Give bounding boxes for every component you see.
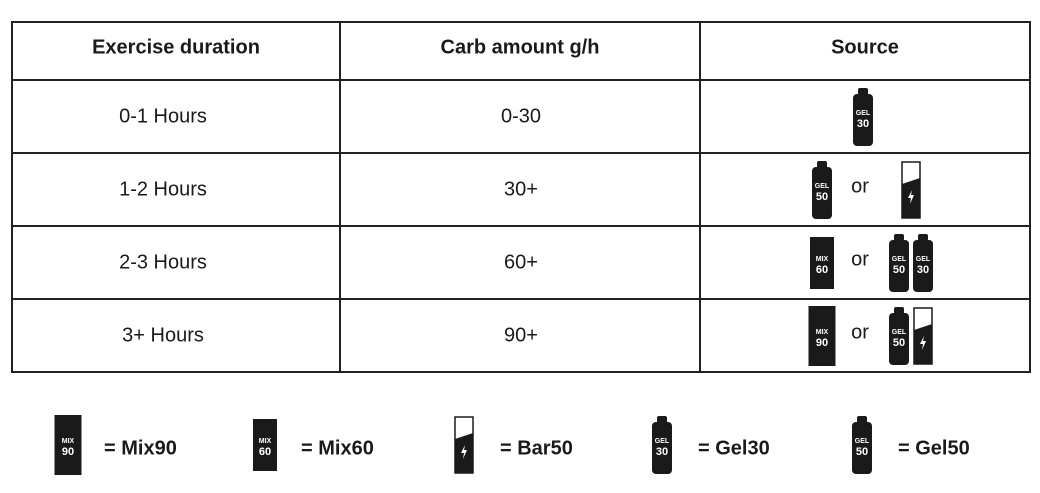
bottle-cap: [857, 416, 867, 423]
product-icon: [901, 161, 921, 219]
icon-number: 60: [816, 264, 828, 276]
icon-brand: GEL: [916, 256, 931, 263]
bottle-body: [913, 240, 933, 292]
bolt: [461, 445, 467, 459]
bottle-body: [889, 240, 909, 292]
icon-brand: MIX: [816, 256, 829, 263]
bottle-body: [853, 94, 873, 146]
legend-label: = Bar50: [500, 437, 573, 459]
icon-brand: GEL: [892, 329, 907, 336]
icon-brand: MIX: [259, 438, 272, 445]
icon-number: 50: [816, 191, 828, 203]
bolt: [920, 336, 926, 350]
box-body: [810, 237, 834, 289]
legend-label: = Gel30: [698, 437, 770, 459]
header-cell: Exercise duration: [92, 36, 260, 58]
legend-label: = Mix90: [104, 437, 177, 459]
duration-cell: 0-1 Hours: [119, 105, 207, 127]
bottle-cap: [657, 416, 667, 423]
carb-cell: 60+: [504, 251, 538, 273]
table-border: [11, 21, 1031, 373]
bottle-cap: [918, 234, 928, 241]
box-body: [253, 419, 277, 471]
bottle-cap: [894, 307, 904, 314]
legend-label: = Gel50: [898, 437, 970, 459]
icon-number: 60: [259, 446, 271, 458]
bottle-body: [852, 422, 872, 474]
duration-cell: 2-3 Hours: [119, 251, 207, 273]
or-text: or: [851, 175, 869, 197]
product-icon: [454, 416, 474, 474]
icon-number: 50: [856, 446, 868, 458]
icon-number: 90: [816, 337, 828, 349]
bottle-body: [889, 313, 909, 365]
product-icon: [913, 307, 933, 365]
carb-cell: 90+: [504, 324, 538, 346]
carb-cell: 30+: [504, 178, 538, 200]
bottle-cap: [858, 88, 868, 95]
duration-cell: 3+ Hours: [122, 324, 204, 346]
icon-number: 90: [62, 446, 74, 458]
or-text: or: [851, 321, 869, 343]
bottle-body: [812, 167, 832, 219]
icon-brand: GEL: [655, 438, 670, 445]
legend-label: = Mix60: [301, 437, 374, 459]
icon-number: 30: [917, 264, 929, 276]
icon-number: 50: [893, 337, 905, 349]
icon-brand: MIX: [62, 438, 75, 445]
carb-cell: 0-30: [501, 105, 541, 127]
bottle-body: [652, 422, 672, 474]
duration-cell: 1-2 Hours: [119, 178, 207, 200]
bottle-cap: [817, 161, 827, 168]
icon-brand: GEL: [856, 110, 871, 117]
icon-brand: GEL: [815, 183, 830, 190]
bottle-cap: [894, 234, 904, 241]
icon-brand: MIX: [816, 329, 829, 336]
header-cell: Carb amount g/h: [441, 36, 600, 58]
icon-brand: GEL: [855, 438, 870, 445]
bolt: [908, 190, 914, 204]
box-body: [808, 306, 836, 366]
box-body: [54, 415, 82, 475]
icon-number: 50: [893, 264, 905, 276]
icon-number: 30: [656, 446, 668, 458]
icon-brand: GEL: [892, 256, 907, 263]
icon-number: 30: [857, 118, 869, 130]
header-cell: Source: [831, 36, 899, 58]
or-text: or: [851, 248, 869, 270]
